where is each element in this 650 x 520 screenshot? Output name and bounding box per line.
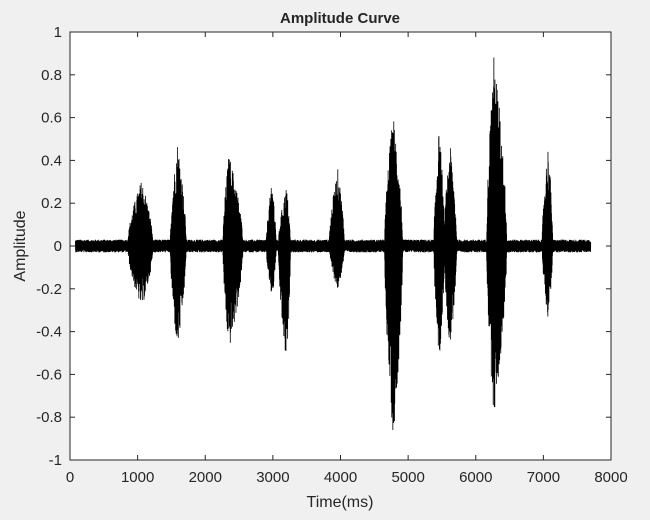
x-tick-label: 4000 (324, 469, 357, 486)
y-tick-label: -0.8 (36, 409, 62, 426)
y-tick-label: -1 (49, 452, 62, 469)
y-tick-label: 1 (54, 24, 62, 41)
amplitude-series-line (75, 57, 592, 431)
y-tick-label: -0.2 (36, 281, 62, 298)
x-tick-label: 2000 (189, 469, 222, 486)
x-axis-label: Time(ms) (307, 494, 374, 511)
y-tick-label: 0.6 (41, 110, 62, 127)
x-tick-label: 5000 (391, 469, 424, 486)
y-axis-ticks: -1 -0.8 -0.6 -0.4 -0.2 0 0.2 0.4 0.6 0.8 1 (36, 24, 611, 469)
y-tick-label: -0.4 (36, 324, 62, 341)
y-tick-label: 0.4 (41, 152, 62, 169)
x-tick-label: 8000 (594, 469, 627, 486)
x-tick-label: 1000 (121, 469, 154, 486)
y-axis-label: Amplitude (12, 210, 29, 281)
x-tick-label: 0 (66, 469, 74, 486)
signal-line-group (75, 57, 592, 431)
x-tick-label: 3000 (256, 469, 289, 486)
y-tick-label: 0.8 (41, 67, 62, 84)
y-tick-label: -0.6 (36, 366, 62, 383)
x-axis-ticks: 0 1000 2000 3000 4000 5000 6000 7000 8000 (66, 32, 628, 486)
x-tick-label: 7000 (527, 469, 560, 486)
x-tick-label: 6000 (459, 469, 492, 486)
y-tick-label: 0.2 (41, 195, 62, 212)
y-tick-label: 0 (54, 238, 62, 255)
chart-title: Amplitude Curve (280, 10, 400, 27)
